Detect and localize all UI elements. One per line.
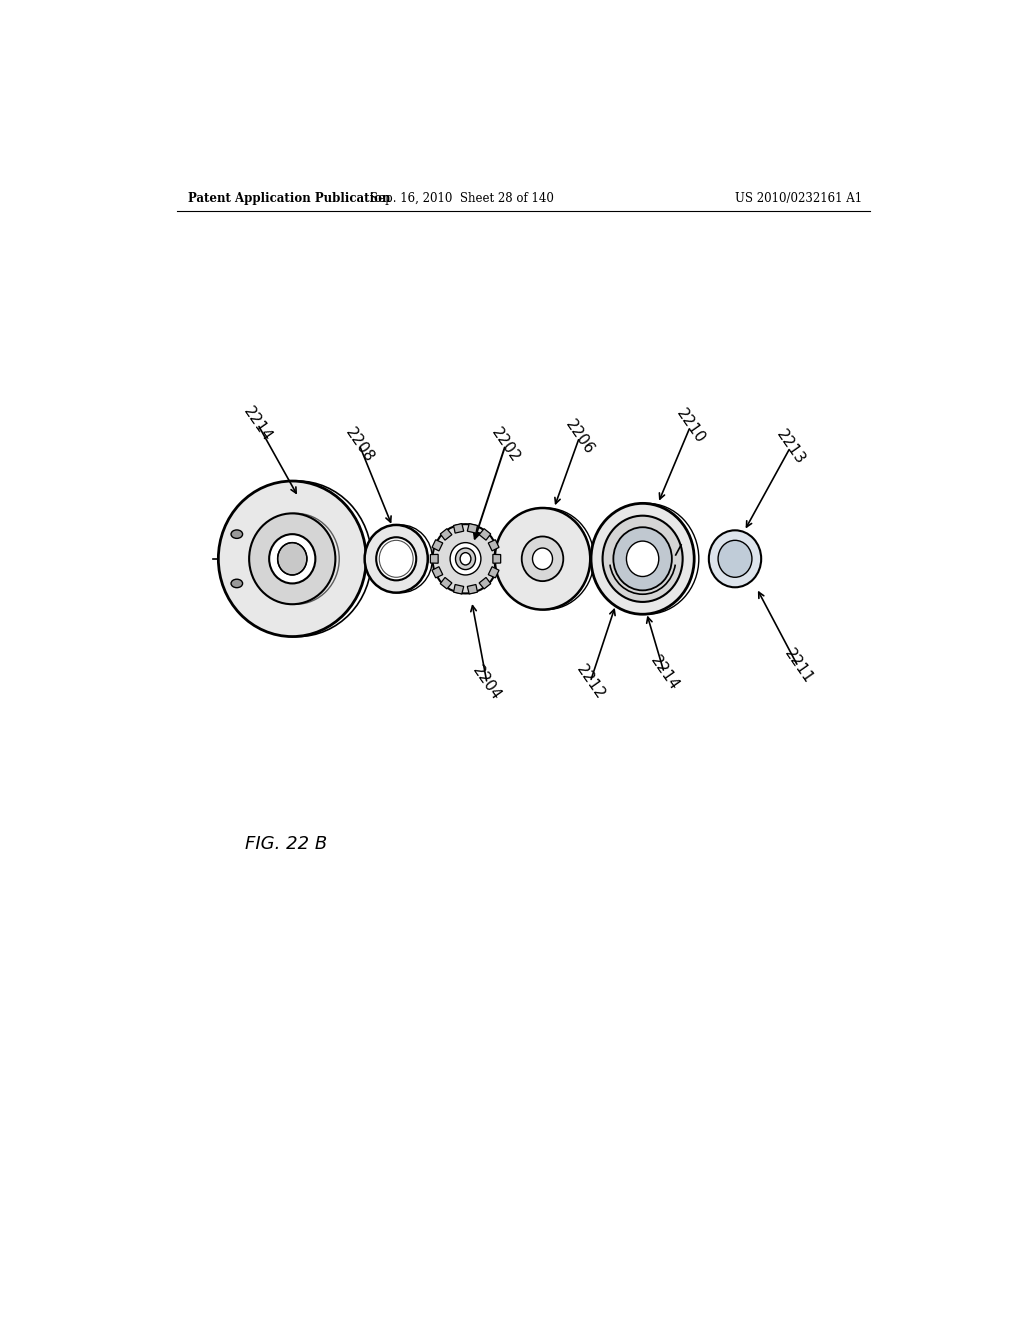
- Ellipse shape: [718, 540, 752, 577]
- Text: Patent Application Publication: Patent Application Publication: [188, 191, 391, 205]
- Polygon shape: [479, 529, 490, 540]
- Text: 2213: 2213: [773, 428, 808, 467]
- Text: 2210: 2210: [673, 407, 708, 446]
- Ellipse shape: [376, 537, 416, 581]
- Ellipse shape: [432, 524, 499, 594]
- Polygon shape: [430, 554, 438, 564]
- Text: FIG. 22 B: FIG. 22 B: [245, 834, 327, 853]
- Polygon shape: [440, 577, 452, 589]
- Ellipse shape: [627, 541, 658, 577]
- Text: US 2010/0232161 A1: US 2010/0232161 A1: [735, 191, 862, 205]
- Ellipse shape: [521, 536, 563, 581]
- Text: 2202: 2202: [488, 425, 522, 465]
- Ellipse shape: [591, 503, 694, 614]
- Polygon shape: [479, 577, 490, 589]
- Text: 2214: 2214: [647, 652, 681, 693]
- Ellipse shape: [231, 529, 243, 539]
- Text: 2214: 2214: [241, 404, 274, 444]
- Ellipse shape: [278, 543, 307, 576]
- Ellipse shape: [532, 548, 553, 570]
- Polygon shape: [488, 540, 499, 550]
- Ellipse shape: [460, 553, 471, 565]
- Ellipse shape: [231, 579, 243, 587]
- Polygon shape: [467, 524, 477, 533]
- Text: 2206: 2206: [562, 417, 597, 457]
- Ellipse shape: [269, 535, 315, 583]
- Text: 2204: 2204: [470, 664, 504, 704]
- Text: 2211: 2211: [781, 647, 815, 686]
- Polygon shape: [493, 554, 501, 564]
- Polygon shape: [440, 529, 452, 540]
- Text: Sep. 16, 2010  Sheet 28 of 140: Sep. 16, 2010 Sheet 28 of 140: [370, 191, 554, 205]
- Polygon shape: [454, 585, 464, 594]
- Ellipse shape: [613, 527, 672, 590]
- Ellipse shape: [456, 548, 475, 570]
- Polygon shape: [432, 540, 442, 550]
- Text: 2208: 2208: [342, 425, 377, 465]
- Text: 2212: 2212: [573, 661, 607, 702]
- Polygon shape: [432, 566, 442, 578]
- Ellipse shape: [365, 525, 428, 593]
- Polygon shape: [467, 585, 477, 594]
- Ellipse shape: [218, 480, 367, 636]
- Ellipse shape: [602, 516, 683, 602]
- Ellipse shape: [495, 508, 590, 610]
- Polygon shape: [488, 566, 499, 578]
- Ellipse shape: [249, 513, 336, 605]
- Ellipse shape: [709, 531, 761, 587]
- Polygon shape: [454, 524, 464, 533]
- Ellipse shape: [451, 543, 481, 576]
